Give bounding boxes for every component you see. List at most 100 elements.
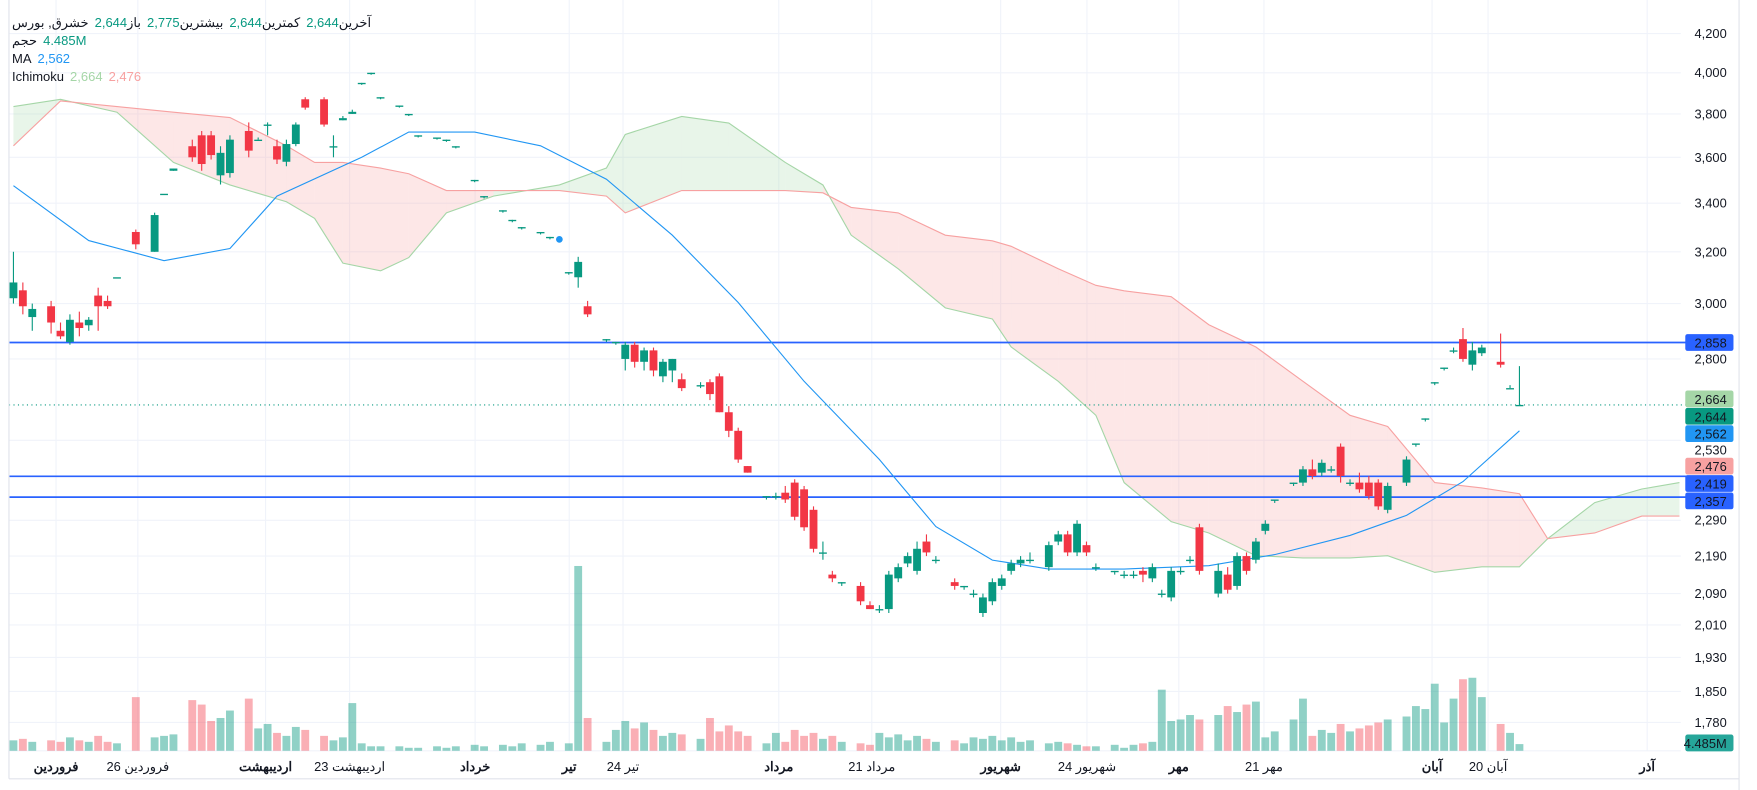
volume-bar <box>658 735 667 751</box>
y-tick-label: 2,190 <box>1695 549 1727 564</box>
candle <box>216 146 225 185</box>
candle-body <box>1129 574 1138 576</box>
price-axis[interactable]: 4,200 4,000 3,800 3,600 3,400 3,200 3,000 2,800… <box>1695 26 1727 730</box>
candle-body <box>1091 567 1100 569</box>
open-label: باز <box>127 15 142 30</box>
y-tick-label: 1,780 <box>1695 715 1727 730</box>
volume-bar <box>28 741 37 751</box>
ma-row[interactable]: MA 2,562 <box>12 50 371 68</box>
cloud-segment <box>1641 482 1680 517</box>
candle <box>1016 556 1025 568</box>
candle <box>866 601 874 610</box>
volume-bar <box>1346 731 1354 751</box>
volume-bar <box>273 732 281 751</box>
volume-bar <box>47 740 56 751</box>
candle <box>969 589 978 598</box>
volume-bar <box>207 720 216 751</box>
candle <box>1515 366 1524 407</box>
candle <box>395 105 404 108</box>
span-a-line <box>13 98 1680 573</box>
candle-body <box>1082 545 1091 553</box>
symbol-name[interactable]: خشرق, بورس <box>12 15 89 30</box>
volume-bar <box>188 700 197 751</box>
cloud-segment <box>1095 285 1125 483</box>
high-label: بیشترین <box>179 15 224 30</box>
candle-body <box>1477 347 1486 354</box>
volume-bar <box>1289 719 1298 751</box>
candle <box>734 427 743 463</box>
cloud-segment <box>1011 246 1059 382</box>
y-tick-label: 1,850 <box>1695 684 1727 699</box>
candle <box>922 534 931 557</box>
candle <box>1506 385 1514 390</box>
time-axis[interactable]: فروردین 26 فروردین اردیبهشت 23 اردیبهشت … <box>34 758 1657 775</box>
alert-marker-dot[interactable] <box>554 234 564 244</box>
ichimoku-row[interactable]: Ichimoku 2,664 2,476 <box>12 68 371 86</box>
volume-bar <box>1308 735 1317 751</box>
volume-bar <box>997 740 1006 751</box>
candle-body <box>809 509 818 549</box>
volume-bar <box>395 746 404 751</box>
volume-bar <box>1110 744 1119 751</box>
candle-body <box>9 282 18 299</box>
volume-bar <box>630 728 639 751</box>
x-label: خرداد <box>460 759 490 775</box>
candle <box>800 485 809 531</box>
candle <box>169 168 178 171</box>
candle-body <box>1270 499 1279 501</box>
y-tick-label: 2,800 <box>1695 351 1727 366</box>
y-tick-label: 2,530 <box>1695 442 1727 457</box>
y-tick-label: 3,000 <box>1695 296 1727 311</box>
volume-bar <box>442 747 451 751</box>
candle-body <box>216 152 225 176</box>
candle-body <box>470 179 479 182</box>
candle <box>263 122 272 136</box>
volume-bar <box>1139 743 1147 751</box>
candle <box>160 193 168 196</box>
span_b-price-badge-bg <box>1685 457 1734 475</box>
volume-bar <box>1063 743 1072 751</box>
candle-body <box>922 541 931 553</box>
candle-body <box>1016 559 1025 564</box>
candle-body <box>1459 339 1467 359</box>
candle <box>837 582 846 586</box>
candle-body <box>508 219 517 222</box>
candle <box>338 116 347 121</box>
candle-body <box>1506 388 1514 390</box>
candle-body <box>348 111 357 114</box>
candle-body <box>301 99 310 108</box>
volume-bar <box>894 734 903 751</box>
alert-marker[interactable] <box>554 234 564 244</box>
candle <box>1082 541 1091 557</box>
volume-bar <box>837 741 846 751</box>
candle-body <box>1054 534 1063 542</box>
candle-body <box>56 330 65 337</box>
ichimoku-span-b-value: 2,476 <box>108 69 142 84</box>
volume-bar <box>781 741 790 751</box>
candle-body <box>395 105 404 107</box>
candle-body <box>903 556 912 564</box>
candle <box>1364 475 1373 500</box>
candle-body <box>282 144 291 162</box>
hline-price-badge-bg <box>1685 475 1734 492</box>
volume-bar <box>809 732 818 751</box>
candle <box>1317 459 1326 476</box>
volume-bar <box>1082 746 1091 751</box>
volume-bar <box>931 741 940 751</box>
candle-body <box>197 135 206 165</box>
volume-row[interactable]: حجم 4.485M <box>12 32 371 50</box>
candle <box>1026 552 1034 564</box>
x-label: شهریور <box>979 759 1020 775</box>
volume-bar <box>546 741 554 751</box>
close-label: آخرین <box>338 15 372 30</box>
grid <box>8 0 1681 752</box>
volume-bar <box>254 728 263 751</box>
volume-bar <box>348 703 357 751</box>
candle <box>1186 556 1194 564</box>
cloud-segment <box>785 162 823 193</box>
candle <box>574 256 583 288</box>
candle <box>1242 552 1251 575</box>
candle <box>1477 344 1486 357</box>
candle <box>602 339 611 342</box>
